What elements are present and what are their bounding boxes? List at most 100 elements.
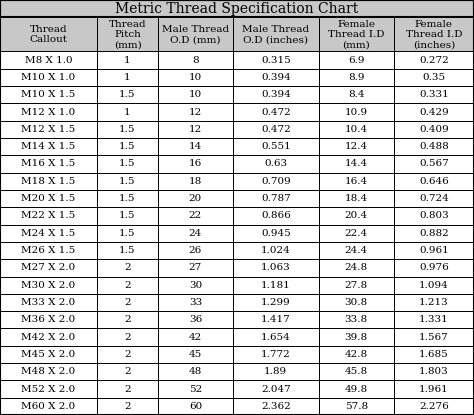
Bar <box>393 138 474 155</box>
Bar <box>233 294 319 311</box>
Text: 45.8: 45.8 <box>345 367 368 376</box>
Text: 18.4: 18.4 <box>345 194 368 203</box>
Bar <box>319 225 393 242</box>
Text: 12: 12 <box>189 107 202 117</box>
Text: 10: 10 <box>189 73 202 82</box>
Bar <box>97 398 158 415</box>
Text: 48: 48 <box>189 367 202 376</box>
Text: 1.685: 1.685 <box>419 350 449 359</box>
Bar <box>97 225 158 242</box>
Text: 1.89: 1.89 <box>264 367 287 376</box>
Bar <box>393 17 474 51</box>
Bar <box>158 363 233 381</box>
Text: 14.4: 14.4 <box>345 159 368 168</box>
Text: 2: 2 <box>124 385 131 393</box>
Bar <box>158 155 233 173</box>
Bar <box>0 294 97 311</box>
Bar <box>319 242 393 259</box>
Bar <box>0 138 97 155</box>
Text: 14: 14 <box>189 142 202 151</box>
Bar <box>0 363 97 381</box>
Text: 8: 8 <box>192 56 199 65</box>
Bar <box>393 276 474 294</box>
Text: 12: 12 <box>189 125 202 134</box>
Text: 1: 1 <box>124 107 131 117</box>
Bar <box>97 173 158 190</box>
Bar <box>97 51 158 69</box>
Bar <box>233 259 319 276</box>
Text: 60: 60 <box>189 402 202 411</box>
Text: 6.9: 6.9 <box>348 56 365 65</box>
Bar <box>319 103 393 121</box>
Text: 2: 2 <box>124 298 131 307</box>
Bar <box>158 346 233 363</box>
Bar <box>233 17 319 51</box>
Bar <box>233 190 319 207</box>
Text: M52 X 2.0: M52 X 2.0 <box>21 385 76 393</box>
Bar <box>393 259 474 276</box>
Text: 0.976: 0.976 <box>419 264 449 272</box>
Bar <box>393 381 474 398</box>
Text: 1.5: 1.5 <box>119 125 136 134</box>
Bar <box>97 276 158 294</box>
Bar <box>393 173 474 190</box>
Text: 1.331: 1.331 <box>419 315 449 324</box>
Text: 27.8: 27.8 <box>345 281 368 290</box>
Bar <box>393 69 474 86</box>
Text: 45: 45 <box>189 350 202 359</box>
Bar <box>0 103 97 121</box>
Bar <box>233 103 319 121</box>
Text: 2: 2 <box>124 402 131 411</box>
Bar <box>158 17 233 51</box>
Text: 27: 27 <box>189 264 202 272</box>
Bar <box>319 51 393 69</box>
Text: 1.5: 1.5 <box>119 90 136 99</box>
Text: 0.272: 0.272 <box>419 56 449 65</box>
Text: 10: 10 <box>189 90 202 99</box>
Bar <box>233 398 319 415</box>
Bar <box>233 381 319 398</box>
Text: 1.5: 1.5 <box>119 246 136 255</box>
Text: 0.551: 0.551 <box>261 142 291 151</box>
Text: M10 X 1.5: M10 X 1.5 <box>21 90 76 99</box>
Text: 0.35: 0.35 <box>422 73 446 82</box>
Bar <box>158 190 233 207</box>
Text: M27 X 2.0: M27 X 2.0 <box>21 264 76 272</box>
Text: 2.276: 2.276 <box>419 402 449 411</box>
Text: 0.331: 0.331 <box>419 90 449 99</box>
Bar <box>158 381 233 398</box>
Bar <box>0 346 97 363</box>
Text: 0.409: 0.409 <box>419 125 449 134</box>
Text: Thread
Pitch
(mm): Thread Pitch (mm) <box>109 20 146 49</box>
Bar <box>319 69 393 86</box>
Text: 0.945: 0.945 <box>261 229 291 238</box>
Bar <box>393 398 474 415</box>
Bar <box>0 0 474 17</box>
Bar <box>233 86 319 103</box>
Text: M12 X 1.5: M12 X 1.5 <box>21 125 76 134</box>
Bar <box>393 242 474 259</box>
Bar <box>319 259 393 276</box>
Text: 2.362: 2.362 <box>261 402 291 411</box>
Text: M16 X 1.5: M16 X 1.5 <box>21 159 76 168</box>
Bar <box>319 311 393 328</box>
Text: Female
Thread I.D
(mm): Female Thread I.D (mm) <box>328 20 384 49</box>
Bar <box>158 276 233 294</box>
Text: 10.4: 10.4 <box>345 125 368 134</box>
Text: M10 X 1.0: M10 X 1.0 <box>21 73 76 82</box>
Bar <box>158 207 233 225</box>
Text: 1.063: 1.063 <box>261 264 291 272</box>
Text: 0.787: 0.787 <box>261 194 291 203</box>
Text: 0.961: 0.961 <box>419 246 449 255</box>
Text: 0.882: 0.882 <box>419 229 449 238</box>
Text: 2: 2 <box>124 315 131 324</box>
Bar <box>158 103 233 121</box>
Text: 22: 22 <box>189 211 202 220</box>
Text: 39.8: 39.8 <box>345 332 368 342</box>
Bar <box>393 294 474 311</box>
Bar <box>233 328 319 346</box>
Text: 2.047: 2.047 <box>261 385 291 393</box>
Text: M48 X 2.0: M48 X 2.0 <box>21 367 76 376</box>
Text: 0.709: 0.709 <box>261 177 291 186</box>
Bar <box>233 51 319 69</box>
